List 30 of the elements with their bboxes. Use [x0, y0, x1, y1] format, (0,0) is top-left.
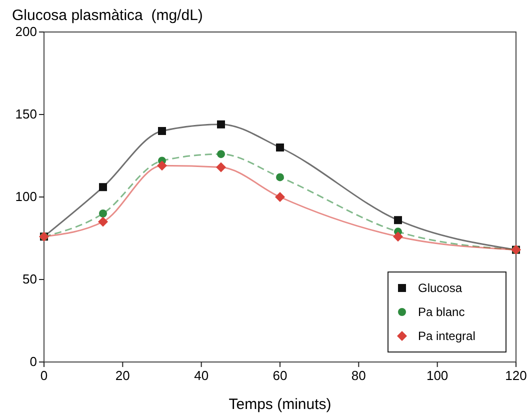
legend-label: Glucosa: [418, 281, 462, 295]
point: [99, 210, 107, 218]
x-axis-title: Temps (minuts): [228, 396, 332, 413]
point: [98, 216, 108, 227]
x-tick-label: 120: [505, 368, 527, 383]
point: [394, 216, 402, 224]
x-tick-label: 40: [194, 368, 209, 383]
y-tick-label: 200: [15, 24, 37, 39]
legend-label: Pa integral: [418, 329, 476, 343]
point: [99, 183, 107, 192]
x-tick-label: 100: [426, 368, 448, 383]
y-tick-label: 0: [30, 354, 37, 369]
legend-label: Pa blanc: [418, 305, 465, 319]
y-tick-label: 150: [15, 106, 37, 122]
point: [276, 173, 284, 182]
x-tick-label: 80: [351, 368, 366, 383]
point: [157, 160, 167, 171]
point: [276, 144, 284, 152]
y-axis-title: Glucosa plasmàtica (mg/dL): [12, 7, 203, 24]
point: [216, 162, 226, 172]
point: [217, 150, 225, 158]
x-tick-label: 0: [40, 368, 48, 383]
point: [275, 192, 285, 202]
point: [393, 232, 403, 242]
y-tick-label: 50: [22, 272, 37, 286]
point: [158, 127, 166, 135]
y-tick-label: 100: [15, 189, 37, 204]
x-tick-label: 20: [115, 368, 130, 383]
x-tick-label: 60: [272, 368, 288, 383]
point: [217, 120, 225, 128]
